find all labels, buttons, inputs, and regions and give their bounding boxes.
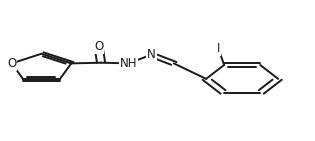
Text: NH: NH: [120, 57, 137, 70]
Text: O: O: [7, 57, 16, 70]
Text: N: N: [147, 48, 156, 61]
Text: O: O: [94, 40, 103, 53]
Text: I: I: [217, 42, 220, 55]
